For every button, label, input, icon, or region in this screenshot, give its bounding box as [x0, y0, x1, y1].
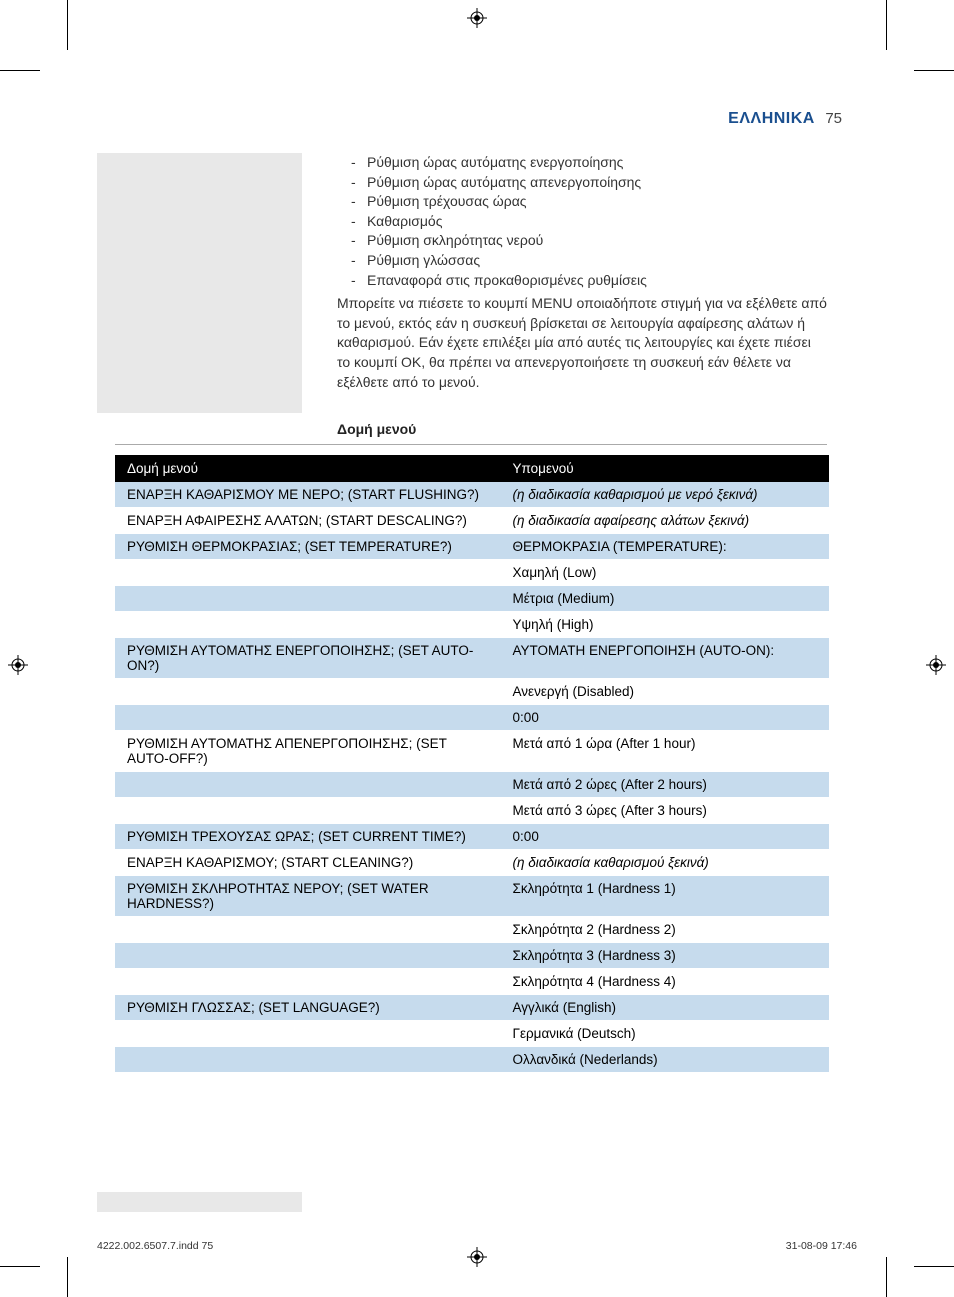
cell-left: ΕΝΑΡΞΗ ΚΑΘΑΡΙΣΜΟΥ; (START CLEANING?): [115, 850, 501, 875]
table-row: Ολλανδικά (Nederlands): [115, 1047, 829, 1073]
page-number: 75: [825, 110, 842, 127]
cell-right: Μετά από 1 ώρα (After 1 hour): [501, 731, 829, 771]
cell-right: Γερμανικά (Deutsch): [501, 1021, 829, 1046]
language-label: ΕΛΛΗΝΙΚΑ: [728, 110, 815, 127]
cell-left: [115, 705, 501, 730]
table-row: Σκληρότητα 2 (Hardness 2): [115, 917, 829, 943]
table-row: ΡΥΘΜΙΣΗ ΤΡΕΧΟΥΣΑΣ ΩΡΑΣ; (SET CURRENT TIM…: [115, 824, 829, 850]
cell-right: Υψηλή (High): [501, 612, 829, 637]
cell-left: [115, 560, 501, 585]
th-left: Δομή μενού: [115, 455, 501, 482]
table-row: ΕΝΑΡΞΗ ΚΑΘΑΡΙΣΜΟΥ; (START CLEANING?)(η δ…: [115, 850, 829, 876]
table-header: Δομή μενού Υπομενού: [115, 455, 829, 482]
table-row: ΡΥΘΜΙΣΗ ΣΚΛΗΡΟΤΗΤΑΣ ΝΕΡΟΥ; (SET WATER HA…: [115, 876, 829, 917]
registration-mark-icon: [926, 655, 946, 675]
cell-left: [115, 586, 501, 611]
cell-right: Σκληρότητα 3 (Hardness 3): [501, 943, 829, 968]
bullet-item: Ρύθμιση γλώσσας: [337, 251, 827, 271]
cell-left: [115, 798, 501, 823]
bullet-item: Ρύθμιση σκληρότητας νερού: [337, 231, 827, 251]
footer-file: 4222.002.6507.7.indd 75: [97, 1240, 213, 1252]
page-header: ΕΛΛΗΝΙΚΑ 75: [97, 110, 857, 128]
bullet-item: Καθαρισμός: [337, 212, 827, 232]
table-row: Μετά από 3 ώρες (After 3 hours): [115, 798, 829, 824]
cell-left: [115, 679, 501, 704]
cell-left: ΕΝΑΡΞΗ ΑΦΑΙΡΕΣΗΣ ΑΛΑΤΩΝ; (START DESCALIN…: [115, 508, 501, 533]
cell-right: ΘΕΡΜΟΚΡΑΣΙΑ (TEMPERATURE):: [501, 534, 829, 559]
cell-right: Σκληρότητα 4 (Hardness 4): [501, 969, 829, 994]
cell-left: [115, 1021, 501, 1046]
table-row: ΡΥΘΜΙΣΗ ΑΥΤΟΜΑΤΗΣ ΕΝΕΡΓΟΠΟΙΗΣΗΣ; (SET AU…: [115, 638, 829, 679]
section-heading: Δομή μενού: [337, 421, 857, 440]
cell-right: Αγγλικά (English): [501, 995, 829, 1020]
section-divider: [115, 444, 827, 445]
bullet-item: Επαναφορά στις προκαθορισμένες ρυθμίσεις: [337, 271, 827, 291]
cell-left: [115, 1047, 501, 1072]
table-row: Γερμανικά (Deutsch): [115, 1021, 829, 1047]
cell-right: Μετά από 3 ώρες (After 3 hours): [501, 798, 829, 823]
cell-left: ΡΥΘΜΙΣΗ ΑΥΤΟΜΑΤΗΣ ΑΠΕΝΕΡΓΟΠΟΙΗΣΗΣ; (SET …: [115, 731, 501, 771]
cell-right: Μετά από 2 ώρες (After 2 hours): [501, 772, 829, 797]
table-row: 0:00: [115, 705, 829, 731]
table-row: Υψηλή (High): [115, 612, 829, 638]
cell-left: [115, 969, 501, 994]
table-row: Χαμηλή (Low): [115, 560, 829, 586]
registration-mark-icon: [8, 655, 28, 675]
cell-left: [115, 772, 501, 797]
registration-mark-icon: [467, 8, 487, 28]
bullet-list: Ρύθμιση ώρας αυτόματης ενεργοποίησης Ρύθ…: [337, 153, 827, 290]
cell-left: [115, 943, 501, 968]
menu-table: Δομή μενού Υπομενού ΕΝΑΡΞΗ ΚΑΘΑΡΙΣΜΟΥ ΜΕ…: [115, 455, 829, 1073]
cell-left: ΡΥΘΜΙΣΗ ΣΚΛΗΡΟΤΗΤΑΣ ΝΕΡΟΥ; (SET WATER HA…: [115, 876, 501, 916]
cell-left: ΡΥΘΜΙΣΗ ΘΕΡΜΟΚΡΑΣΙΑΣ; (SET TEMPERATURE?): [115, 534, 501, 559]
th-right: Υπομενού: [501, 455, 829, 482]
footer: 4222.002.6507.7.indd 75 31-08-09 17:46: [97, 1240, 857, 1252]
page-content: ΕΛΛΗΝΙΚΑ 75 Ρύθμιση ώρας αυτόματης ενεργ…: [67, 70, 887, 1267]
table-row: Ανενεργή (Disabled): [115, 679, 829, 705]
cell-right: Σκληρότητα 2 (Hardness 2): [501, 917, 829, 942]
bullet-item: Ρύθμιση ώρας αυτόματης ενεργοποίησης: [337, 153, 827, 173]
image-placeholder-stub: [97, 1192, 302, 1212]
cell-right: Χαμηλή (Low): [501, 560, 829, 585]
cell-right: ΑΥΤΟΜΑΤΗ ΕΝΕΡΓΟΠΟΙΗΣΗ (AUTO-ON):: [501, 638, 829, 678]
table-row: ΕΝΑΡΞΗ ΚΑΘΑΡΙΣΜΟΥ ΜΕ ΝΕΡΟ; (START FLUSHI…: [115, 482, 829, 508]
bullet-item: Ρύθμιση τρέχουσας ώρας: [337, 192, 827, 212]
text-body: Ρύθμιση ώρας αυτόματης ενεργοποίησης Ρύθ…: [337, 153, 857, 413]
cell-left: ΡΥΘΜΙΣΗ ΑΥΤΟΜΑΤΗΣ ΕΝΕΡΓΟΠΟΙΗΣΗΣ; (SET AU…: [115, 638, 501, 678]
cell-left: ΡΥΘΜΙΣΗ ΤΡΕΧΟΥΣΑΣ ΩΡΑΣ; (SET CURRENT TIM…: [115, 824, 501, 849]
image-placeholder: [97, 153, 302, 413]
cell-left: ΡΥΘΜΙΣΗ ΓΛΩΣΣΑΣ; (SET LANGUAGE?): [115, 995, 501, 1020]
bullet-item: Ρύθμιση ώρας αυτόματης απενεργοποίησης: [337, 173, 827, 193]
cell-right: 0:00: [501, 824, 829, 849]
cell-right: 0:00: [501, 705, 829, 730]
cell-left: [115, 917, 501, 942]
table-row: Μετά από 2 ώρες (After 2 hours): [115, 772, 829, 798]
cell-left: [115, 612, 501, 637]
table-row: ΡΥΘΜΙΣΗ ΘΕΡΜΟΚΡΑΣΙΑΣ; (SET TEMPERATURE?)…: [115, 534, 829, 560]
table-row: Σκληρότητα 3 (Hardness 3): [115, 943, 829, 969]
cell-right: (η διαδικασία καθαρισμού ξεκινά): [501, 850, 829, 875]
table-row: Μέτρια (Medium): [115, 586, 829, 612]
cell-right: Μέτρια (Medium): [501, 586, 829, 611]
table-row: ΡΥΘΜΙΣΗ ΓΛΩΣΣΑΣ; (SET LANGUAGE?)Αγγλικά …: [115, 995, 829, 1021]
cell-right: (η διαδικασία αφαίρεσης αλάτων ξεκινά): [501, 508, 829, 533]
footer-date: 31-08-09 17:46: [786, 1240, 857, 1252]
cell-right: Σκληρότητα 1 (Hardness 1): [501, 876, 829, 916]
table-row: ΡΥΘΜΙΣΗ ΑΥΤΟΜΑΤΗΣ ΑΠΕΝΕΡΓΟΠΟΙΗΣΗΣ; (SET …: [115, 731, 829, 772]
cell-right: Ολλανδικά (Nederlands): [501, 1047, 829, 1072]
paragraph-text: Μπορείτε να πιέσετε το κουμπί MENU οποια…: [337, 294, 827, 392]
cell-right: (η διαδικασία καθαρισμού με νερό ξεκινά): [501, 482, 829, 507]
cell-right: Ανενεργή (Disabled): [501, 679, 829, 704]
table-row: ΕΝΑΡΞΗ ΑΦΑΙΡΕΣΗΣ ΑΛΑΤΩΝ; (START DESCALIN…: [115, 508, 829, 534]
cell-left: ΕΝΑΡΞΗ ΚΑΘΑΡΙΣΜΟΥ ΜΕ ΝΕΡΟ; (START FLUSHI…: [115, 482, 501, 507]
table-row: Σκληρότητα 4 (Hardness 4): [115, 969, 829, 995]
